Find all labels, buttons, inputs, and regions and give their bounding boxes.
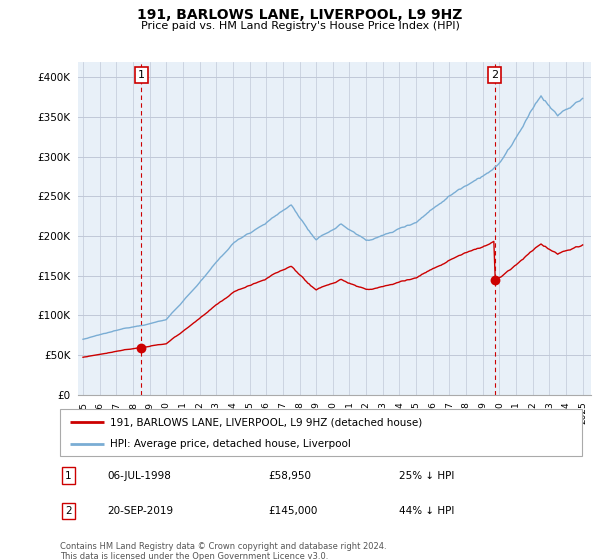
Text: 25% ↓ HPI: 25% ↓ HPI <box>400 470 455 480</box>
Text: 44% ↓ HPI: 44% ↓ HPI <box>400 506 455 516</box>
Text: 2: 2 <box>491 70 498 80</box>
Text: HPI: Average price, detached house, Liverpool: HPI: Average price, detached house, Live… <box>110 439 350 449</box>
Text: Contains HM Land Registry data © Crown copyright and database right 2024.: Contains HM Land Registry data © Crown c… <box>60 542 386 550</box>
Text: Price paid vs. HM Land Registry's House Price Index (HPI): Price paid vs. HM Land Registry's House … <box>140 21 460 31</box>
Point <box>136 343 146 352</box>
FancyBboxPatch shape <box>60 409 582 456</box>
Text: 191, BARLOWS LANE, LIVERPOOL, L9 9HZ (detached house): 191, BARLOWS LANE, LIVERPOOL, L9 9HZ (de… <box>110 417 422 427</box>
Text: £58,950: £58,950 <box>269 470 312 480</box>
Text: £145,000: £145,000 <box>269 506 318 516</box>
Text: 1: 1 <box>138 70 145 80</box>
Text: This data is licensed under the Open Government Licence v3.0.: This data is licensed under the Open Gov… <box>60 552 328 560</box>
Text: 1: 1 <box>65 470 72 480</box>
Text: 191, BARLOWS LANE, LIVERPOOL, L9 9HZ: 191, BARLOWS LANE, LIVERPOOL, L9 9HZ <box>137 8 463 22</box>
Text: 2: 2 <box>65 506 72 516</box>
Text: 06-JUL-1998: 06-JUL-1998 <box>107 470 171 480</box>
Point <box>490 276 500 284</box>
Text: 20-SEP-2019: 20-SEP-2019 <box>107 506 173 516</box>
